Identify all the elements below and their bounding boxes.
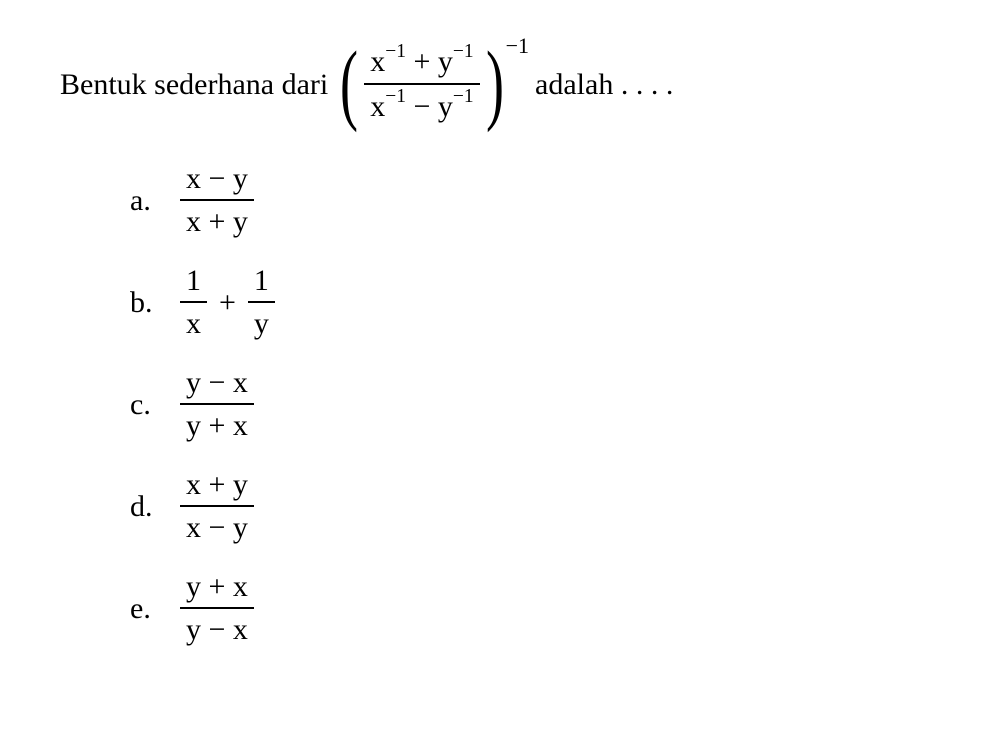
opt-num: x − y	[180, 158, 254, 199]
opt-num: y + x	[180, 566, 254, 607]
option-label: e.	[130, 589, 180, 628]
term1-fraction: 1 x	[180, 260, 207, 344]
option-sum: 1 x + 1 y	[180, 260, 275, 344]
num-term-a-exp: −1	[385, 41, 406, 62]
outer-exponent: −1	[506, 32, 529, 61]
den-op: −	[413, 90, 430, 123]
option-e: e. y + x y − x	[130, 566, 948, 650]
den-term-a: x	[370, 90, 385, 123]
term1-den: x	[180, 303, 207, 344]
den-term-a-exp: −1	[385, 86, 406, 107]
right-paren: )	[486, 48, 504, 120]
opt-num: x + y	[180, 464, 254, 505]
option-c: c. y − x y + x	[130, 362, 948, 446]
stem-before: Bentuk sederhana dari	[60, 65, 328, 104]
exercise-page: Bentuk sederhana dari ( x−1 + y−1 x−1 − …	[0, 0, 1008, 708]
num-op: +	[413, 45, 430, 78]
option-fraction: y − x y + x	[180, 362, 254, 446]
term1-num: 1	[180, 260, 207, 301]
option-a: a. x − y x + y	[130, 158, 948, 242]
option-label: c.	[130, 385, 180, 424]
left-paren: (	[340, 48, 358, 120]
term2-fraction: 1 y	[248, 260, 275, 344]
opt-den: y + x	[180, 405, 254, 446]
num-term-b: y	[438, 45, 453, 78]
denominator: x−1 − y−1	[364, 85, 479, 128]
opt-num: y − x	[180, 362, 254, 403]
options-list: a. x − y x + y b. 1 x + 1 y	[130, 158, 948, 650]
option-fraction: x − y x + y	[180, 158, 254, 242]
term2-num: 1	[248, 260, 275, 301]
option-fraction: y + x y − x	[180, 566, 254, 650]
option-label: d.	[130, 487, 180, 526]
option-label: b.	[130, 283, 180, 322]
num-term-b-exp: −1	[453, 41, 474, 62]
option-label: a.	[130, 181, 180, 220]
question-stem: Bentuk sederhana dari ( x−1 + y−1 x−1 − …	[60, 40, 948, 128]
option-d: d. x + y x − y	[130, 464, 948, 548]
plus-op: +	[219, 283, 236, 322]
numerator: x−1 + y−1	[364, 40, 479, 83]
stem-after: adalah . . . .	[535, 65, 673, 104]
main-fraction: x−1 + y−1 x−1 − y−1	[364, 40, 479, 128]
term2-den: y	[248, 303, 275, 344]
opt-den: x − y	[180, 507, 254, 548]
den-term-b-exp: −1	[453, 86, 474, 107]
opt-den: y − x	[180, 609, 254, 650]
den-term-b: y	[438, 90, 453, 123]
num-term-a: x	[370, 45, 385, 78]
option-fraction: x + y x − y	[180, 464, 254, 548]
opt-den: x + y	[180, 201, 254, 242]
option-b: b. 1 x + 1 y	[130, 260, 948, 344]
parenthesized-fraction: ( x−1 + y−1 x−1 − y−1 ) −1	[334, 40, 529, 128]
